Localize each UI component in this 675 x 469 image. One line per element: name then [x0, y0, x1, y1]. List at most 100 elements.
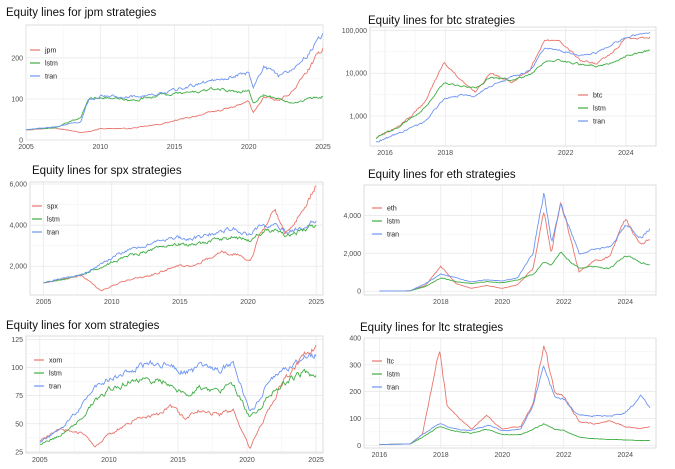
x-tick-label: 2010: [92, 144, 108, 151]
y-tick-label: 100: [11, 96, 23, 103]
legend-label-lstm: lstm: [387, 219, 400, 226]
series-line-lstm: [375, 49, 651, 139]
series-line-tran: [39, 352, 317, 444]
series-line-lstm: [26, 86, 323, 131]
legend-label-ltc: ltc: [387, 359, 395, 366]
chart-btc: Equity lines for btc strategies 2016 2018 2…: [342, 15, 657, 157]
y-tick-label: 0: [19, 138, 23, 145]
legend-label-jpm: jpm: [44, 48, 56, 55]
chart-title: Equity lines for eth strategies: [368, 169, 516, 181]
y-tick-label: 6,000: [9, 182, 27, 189]
y-tick-label: 200: [349, 389, 361, 396]
y-tick-label: 1,000: [349, 114, 367, 121]
y-tick-label: 2,000: [343, 251, 361, 258]
chart-jpm: Equity lines for jpm strategies 2005 2010 2…: [6, 7, 331, 151]
series-line-tran: [26, 33, 323, 131]
x-tick-label: 2024: [618, 150, 634, 157]
series-line-lstm: [43, 224, 317, 284]
plot-area: [25, 335, 324, 454]
x-tick-label: 2022: [556, 452, 572, 459]
y-tick-label: 100: [349, 416, 361, 423]
series-line-tran: [43, 220, 317, 284]
y-tick-label: 300: [349, 362, 361, 369]
chart-title: Equity lines for ltc strategies: [360, 322, 503, 334]
legend-label-tran: tran: [47, 230, 59, 237]
series-line-tran: [379, 365, 651, 445]
series-line-tran: [379, 192, 651, 292]
legend-label-lstm: lstm: [593, 106, 606, 113]
chart-title: Equity lines for jpm strategies: [6, 7, 156, 19]
chart-eth: Equity lines for eth strategies 2018 2020 2…: [343, 169, 657, 306]
legend-label-tran: tran: [387, 232, 399, 239]
series-line-lstm: [379, 423, 650, 445]
plot-area: [363, 337, 657, 449]
legend-label-tran: tran: [593, 119, 605, 126]
legend-label-eth: eth: [387, 206, 397, 213]
x-tick-label: 2020: [240, 299, 256, 306]
x-tick-label: 2018: [437, 150, 453, 157]
x-tick-label: 2022: [558, 150, 574, 157]
legend-label-lstm: lstm: [49, 371, 62, 378]
plot-area: [363, 184, 657, 296]
x-tick-label: 2015: [170, 457, 186, 464]
x-tick-label: 2025: [315, 144, 331, 151]
legend-label-tran: tran: [387, 385, 399, 392]
y-tick-label: 50: [15, 421, 23, 428]
y-tick-label: 100,000: [342, 28, 367, 35]
x-tick-label: 2018: [433, 452, 449, 459]
series-line-tran: [375, 32, 651, 143]
plot-area: [369, 26, 657, 147]
legend-label-tran: tran: [45, 74, 57, 81]
chart-spx: Equity lines for spx strategies 2005 2010 2…: [9, 165, 324, 306]
x-tick-label: 2020: [239, 457, 255, 464]
legend-label-xom: xom: [49, 358, 62, 365]
x-tick-label: 2025: [308, 299, 324, 306]
chart-panel-xom: Equity lines for xom strategies 2005 2010 2…: [0, 313, 333, 468]
y-tick-label: 0: [357, 289, 361, 296]
chart-title: Equity lines for btc strategies: [368, 15, 515, 27]
series-line-jpm: [26, 47, 323, 134]
legend-label-btc: btc: [593, 93, 603, 100]
chart-panel-eth: Equity lines for eth strategies 2018 2020 2…: [338, 160, 670, 311]
x-tick-label: 2018: [433, 299, 449, 306]
legend-label-lstm: lstm: [387, 372, 400, 379]
y-tick-label: 125: [11, 337, 23, 344]
x-tick-label: 2010: [101, 457, 117, 464]
chart-panel-btc: Equity lines for btc strategies 2016 2018 2…: [338, 2, 670, 159]
y-tick-label: 75: [15, 393, 23, 400]
series-line-eth: [379, 201, 651, 292]
x-tick-label: 2010: [104, 299, 120, 306]
chart-ltc: Equity lines for ltc strategies 2016 2018 2…: [349, 322, 657, 459]
chart-panel-jpm: Equity lines for jpm strategies 2005 2010 2…: [0, 0, 333, 156]
series-line-btc: [375, 36, 651, 139]
chart-title: Equity lines for xom strategies: [6, 320, 160, 332]
chart-panel-spx: Equity lines for spx strategies 2005 2010 2…: [0, 158, 333, 311]
x-tick-label: 2020: [241, 144, 257, 151]
x-tick-label: 2016: [377, 150, 393, 157]
plot-area: [29, 181, 324, 296]
x-tick-label: 2020: [495, 452, 511, 459]
y-tick-label: 4,000: [9, 223, 27, 230]
y-tick-label: 10,000: [346, 71, 368, 78]
y-tick-label: 200: [11, 55, 23, 62]
x-tick-label: 2024: [617, 452, 633, 459]
x-tick-label: 2024: [617, 299, 633, 306]
y-tick-label: 25: [15, 449, 23, 456]
series-line-xom: [39, 344, 317, 449]
legend-label-spx: spx: [47, 204, 58, 211]
x-tick-label: 2005: [18, 144, 34, 151]
x-tick-label: 2005: [36, 299, 52, 306]
x-tick-label: 2020: [495, 299, 511, 306]
series-line-ltc: [379, 345, 651, 445]
legend-label-tran: tran: [49, 384, 61, 391]
x-tick-label: 2005: [32, 457, 48, 464]
y-tick-label: 2,000: [9, 264, 27, 271]
x-tick-label: 2015: [167, 144, 183, 151]
y-tick-label: 100: [11, 365, 23, 372]
chart-panel-ltc: Equity lines for ltc strategies 2016 2018 2…: [338, 313, 670, 468]
x-tick-label: 2015: [172, 299, 188, 306]
series-line-lstm: [39, 368, 317, 445]
chart-title: Equity lines for spx strategies: [32, 165, 182, 177]
x-tick-label: 2025: [308, 457, 324, 464]
series-line-lstm: [379, 251, 650, 292]
